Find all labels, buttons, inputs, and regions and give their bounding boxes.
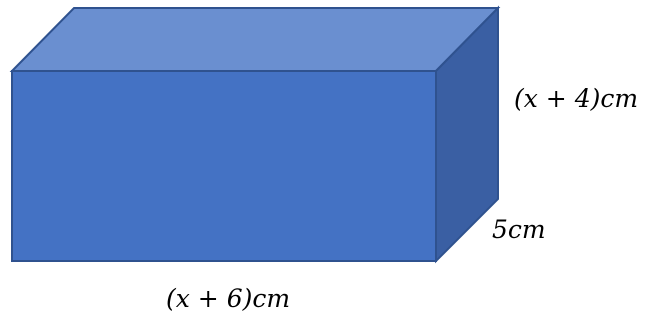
height-label: (x + 4)cm (514, 84, 638, 113)
depth-label: 5cm (492, 215, 546, 244)
prism-front-face (11, 70, 437, 262)
prism-top-face (9, 7, 501, 72)
length-label: (x + 6)cm (166, 284, 290, 313)
